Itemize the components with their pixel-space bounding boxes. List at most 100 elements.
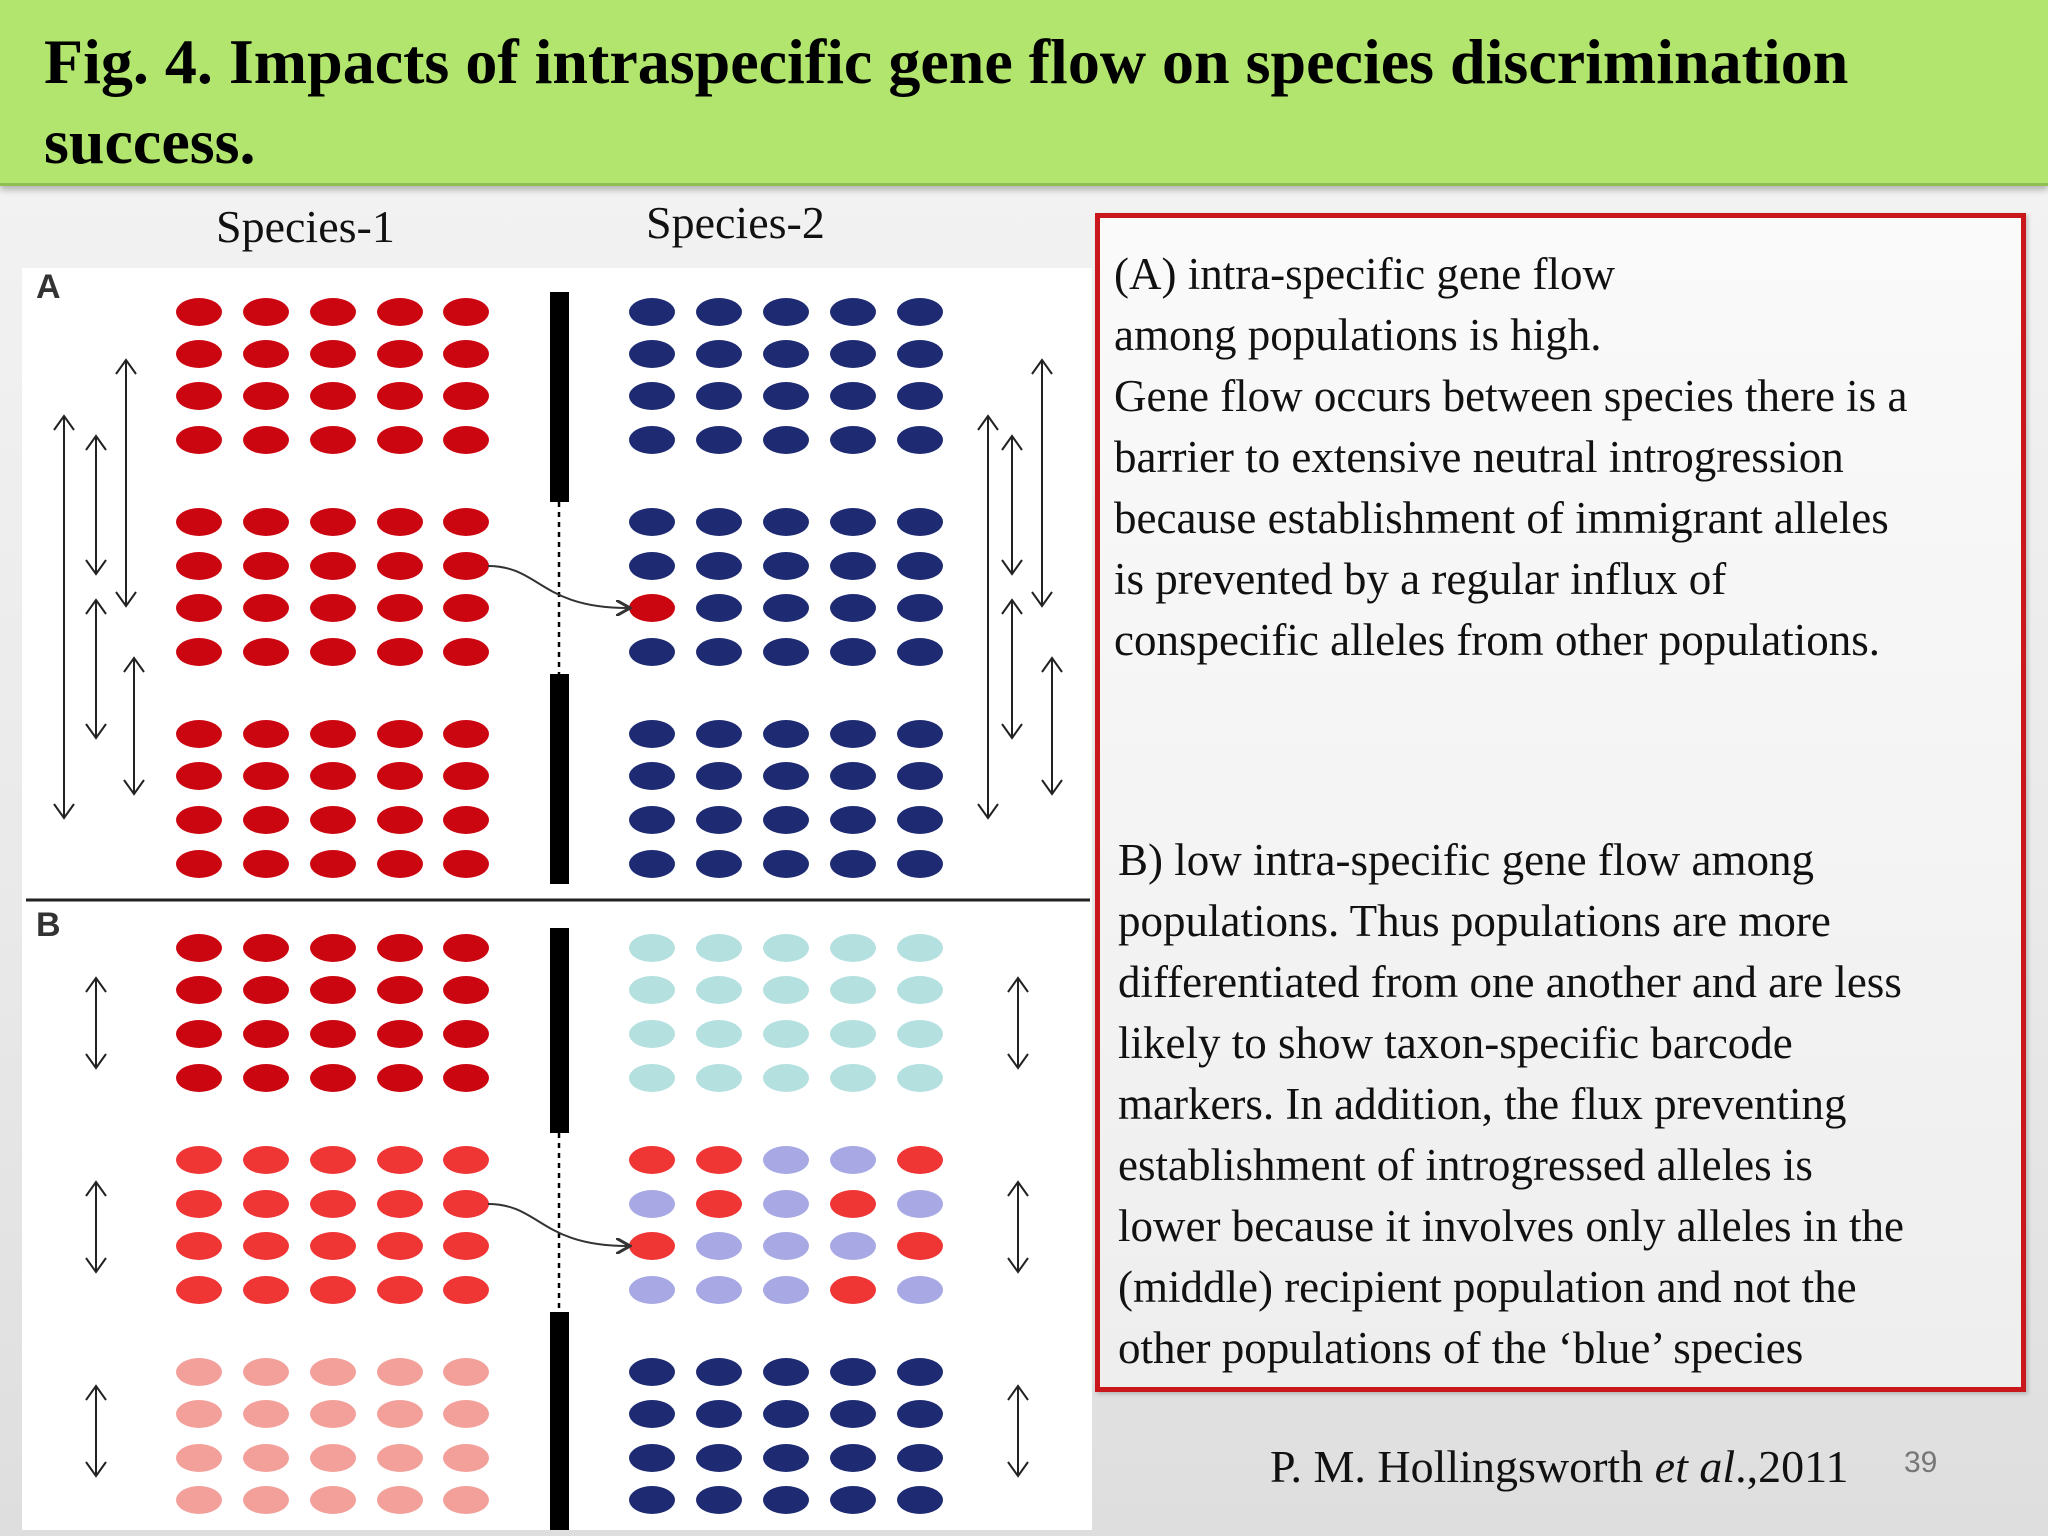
paragraph-b-line: markers. In addition, the flux preventin…: [1118, 1079, 1847, 1129]
paragraph-a-line: because establishment of immigrant allel…: [1114, 493, 1889, 543]
allele-dot: [763, 426, 809, 454]
gene-flow-figure: A B: [26, 268, 1090, 1530]
allele-dot: [696, 1020, 742, 1048]
allele-dot: [763, 976, 809, 1004]
allele-dot: [763, 762, 809, 790]
allele-dot: [443, 508, 489, 536]
allele-dot: [310, 382, 356, 410]
allele-dot: [830, 1276, 876, 1304]
allele-dot: [830, 934, 876, 962]
allele-dot: [696, 850, 742, 878]
allele-dot: [310, 1358, 356, 1386]
allele-dot: [310, 1190, 356, 1218]
allele-dot: [629, 806, 675, 834]
allele-dot: [310, 762, 356, 790]
allele-dot: [830, 1358, 876, 1386]
gene-flow-double-arrow: [85, 1180, 107, 1274]
allele-dot: [629, 720, 675, 748]
allele-dot: [176, 1232, 222, 1260]
allele-dot: [696, 1146, 742, 1174]
allele-dot: [176, 508, 222, 536]
allele-dot: [377, 1486, 423, 1514]
allele-dot: [629, 508, 675, 536]
allele-dot: [176, 1020, 222, 1048]
allele-dot: [696, 382, 742, 410]
allele-dot: [176, 1358, 222, 1386]
allele-dot: [377, 594, 423, 622]
allele-dot: [629, 1146, 675, 1174]
allele-dot: [629, 850, 675, 878]
gene-flow-double-arrow: [1007, 976, 1029, 1070]
allele-dot: [443, 594, 489, 622]
gene-flow-double-arrow: [1041, 656, 1063, 796]
allele-dot: [629, 426, 675, 454]
allele-dot: [696, 934, 742, 962]
allele-dot: [443, 720, 489, 748]
allele-dot: [629, 1400, 675, 1428]
allele-dot: [763, 552, 809, 580]
allele-dot: [830, 340, 876, 368]
allele-dot: [696, 340, 742, 368]
allele-dot: [830, 1190, 876, 1218]
allele-dot: [243, 1400, 289, 1428]
allele-dot: [763, 1486, 809, 1514]
allele-dot: [310, 1276, 356, 1304]
paragraph-b-line: establishment of introgressed alleles is: [1118, 1140, 1813, 1190]
paragraph-a-line: barrier to extensive neutral introgressi…: [1114, 432, 1844, 482]
allele-dot: [763, 720, 809, 748]
paragraph-a-line: Gene flow occurs between species there i…: [1114, 371, 1908, 421]
allele-dot: [830, 762, 876, 790]
allele-dot: [763, 1444, 809, 1472]
allele-dot: [243, 1064, 289, 1092]
allele-dot: [310, 1146, 356, 1174]
gene-flow-arrows: [53, 358, 1063, 1478]
allele-dot: [629, 638, 675, 666]
gene-flow-double-arrow: [977, 414, 999, 820]
species-2-label: Species-2: [646, 197, 825, 248]
allele-dot: [443, 1146, 489, 1174]
allele-dot: [176, 806, 222, 834]
panel-letter-b: B: [36, 906, 61, 944]
explanation-box: (A) intra-specific gene flow among popul…: [1095, 213, 2026, 1392]
paragraph-a-line: (A) intra-specific gene flow: [1114, 249, 1616, 299]
allele-dot: [763, 1276, 809, 1304]
allele-dot: [176, 340, 222, 368]
allele-dot: [443, 638, 489, 666]
title-bar: Fig. 4. Impacts of intraspecific gene fl…: [0, 0, 2048, 186]
allele-dot: [377, 1276, 423, 1304]
allele-dot: [377, 552, 423, 580]
allele-dot: [897, 806, 943, 834]
allele-dot: [696, 594, 742, 622]
gene-flow-double-arrow: [85, 976, 107, 1070]
allele-dot: [243, 850, 289, 878]
allele-dot: [377, 1358, 423, 1386]
allele-dot: [443, 552, 489, 580]
allele-dot: [243, 1358, 289, 1386]
allele-dot: [443, 1064, 489, 1092]
gene-flow-double-arrow: [85, 1384, 107, 1478]
citation-etal: et al: [1654, 1441, 1736, 1492]
allele-dot: [696, 976, 742, 1004]
allele-dot: [243, 508, 289, 536]
allele-dot: [443, 1020, 489, 1048]
allele-dot: [310, 1020, 356, 1048]
allele-dot: [830, 976, 876, 1004]
allele-dot: [897, 1358, 943, 1386]
slide-number: 39: [1904, 1446, 1938, 1479]
allele-dot: [243, 1020, 289, 1048]
allele-dot: [830, 638, 876, 666]
allele-dot: [897, 1146, 943, 1174]
allele-dot: [763, 382, 809, 410]
allele-dot: [377, 340, 423, 368]
allele-dot: [830, 850, 876, 878]
allele-dot: [629, 1064, 675, 1092]
allele-dot: [763, 298, 809, 326]
allele-dot: [830, 1064, 876, 1092]
allele-dot: [897, 850, 943, 878]
allele-dot: [176, 594, 222, 622]
allele-dot: [897, 1232, 943, 1260]
allele-dot: [830, 720, 876, 748]
gene-flow-double-arrow: [85, 434, 107, 576]
allele-dot: [176, 1190, 222, 1218]
allele-dot: [830, 594, 876, 622]
